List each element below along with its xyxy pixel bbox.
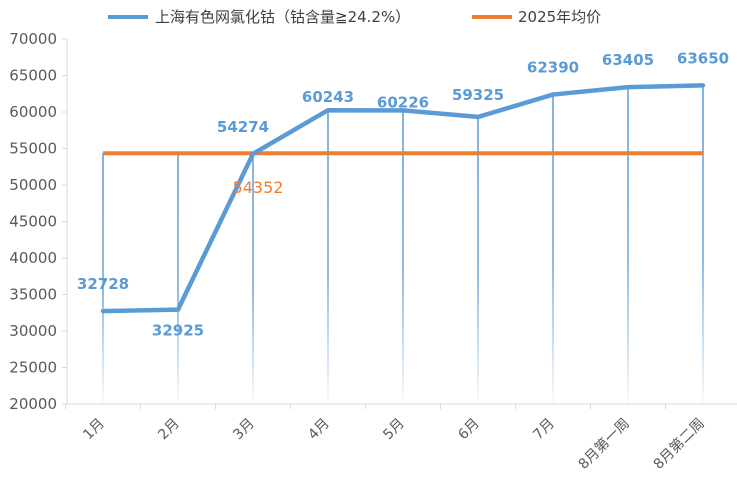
drop-line — [252, 153, 254, 404]
data-label-cobalt-chloride: 32925 — [152, 322, 204, 340]
data-label-cobalt-chloride: 60226 — [377, 93, 429, 111]
data-label-cobalt-chloride: 63405 — [602, 51, 654, 69]
data-labels: 32728 32925 54274 60243 60226 59325 62390 63405… — [77, 49, 729, 339]
y-tick-label: 70000 — [9, 30, 57, 48]
series-line-cobalt-chloride — [100, 83, 706, 314]
y-tick-label: 65000 — [9, 67, 57, 85]
y-tick-label: 25000 — [9, 359, 57, 377]
data-label-cobalt-chloride: 62390 — [527, 59, 579, 77]
x-tick-label: 8月第二周 — [650, 415, 708, 473]
y-tick-label: 45000 — [9, 213, 57, 231]
drop-line — [627, 87, 629, 405]
data-label-cobalt-chloride: 32728 — [77, 275, 129, 293]
data-label-cobalt-chloride: 63650 — [677, 49, 729, 67]
data-label-cobalt-chloride: 59325 — [452, 86, 504, 104]
data-label-cobalt-chloride: 60243 — [302, 88, 354, 106]
drop-line — [177, 153, 179, 404]
legend: 上海有色网氯化钴（钴含量≧24.2%） 2025年均价 — [108, 8, 601, 26]
x-tick-label: 7月 — [530, 416, 558, 444]
drop-line — [327, 110, 329, 404]
x-tick-label: 5月 — [380, 416, 408, 444]
drop-line — [477, 116, 479, 405]
legend-label-cobalt-chloride: 上海有色网氯化钴（钴含量≧24.2%） — [155, 8, 410, 26]
y-tick-label: 60000 — [9, 103, 57, 121]
x-tick-label: 6月 — [455, 416, 483, 444]
drop-line — [102, 153, 104, 404]
data-label-annual-average: 54352 — [233, 178, 284, 197]
y-axis: 20000 25000 30000 35000 40000 45000 50000 55000… — [9, 30, 68, 413]
y-tick-label: 40000 — [9, 249, 57, 267]
x-tick-label: 3月 — [230, 416, 258, 444]
x-tick-label: 4月 — [305, 416, 333, 444]
y-tick-label: 20000 — [9, 395, 57, 413]
drop-line — [402, 110, 404, 405]
legend-label-annual-average: 2025年均价 — [518, 8, 601, 26]
x-tick-label: 8月第一周 — [575, 415, 633, 473]
drop-line — [702, 85, 704, 404]
x-axis: 1月 2月 3月 4月 5月 6月 7月 8月第一周 8月第二周 — [65, 403, 737, 473]
y-tick-label: 55000 — [9, 140, 57, 158]
y-tick-label: 35000 — [9, 286, 57, 304]
x-tick-label: 1月 — [80, 416, 108, 444]
y-tick-label: 50000 — [9, 176, 57, 194]
data-label-cobalt-chloride: 54274 — [217, 118, 269, 136]
series-lines — [100, 83, 706, 314]
y-tick-label: 30000 — [9, 322, 57, 340]
drop-lines — [102, 85, 704, 405]
x-tick-label: 2月 — [155, 416, 183, 444]
drop-line — [552, 94, 554, 404]
